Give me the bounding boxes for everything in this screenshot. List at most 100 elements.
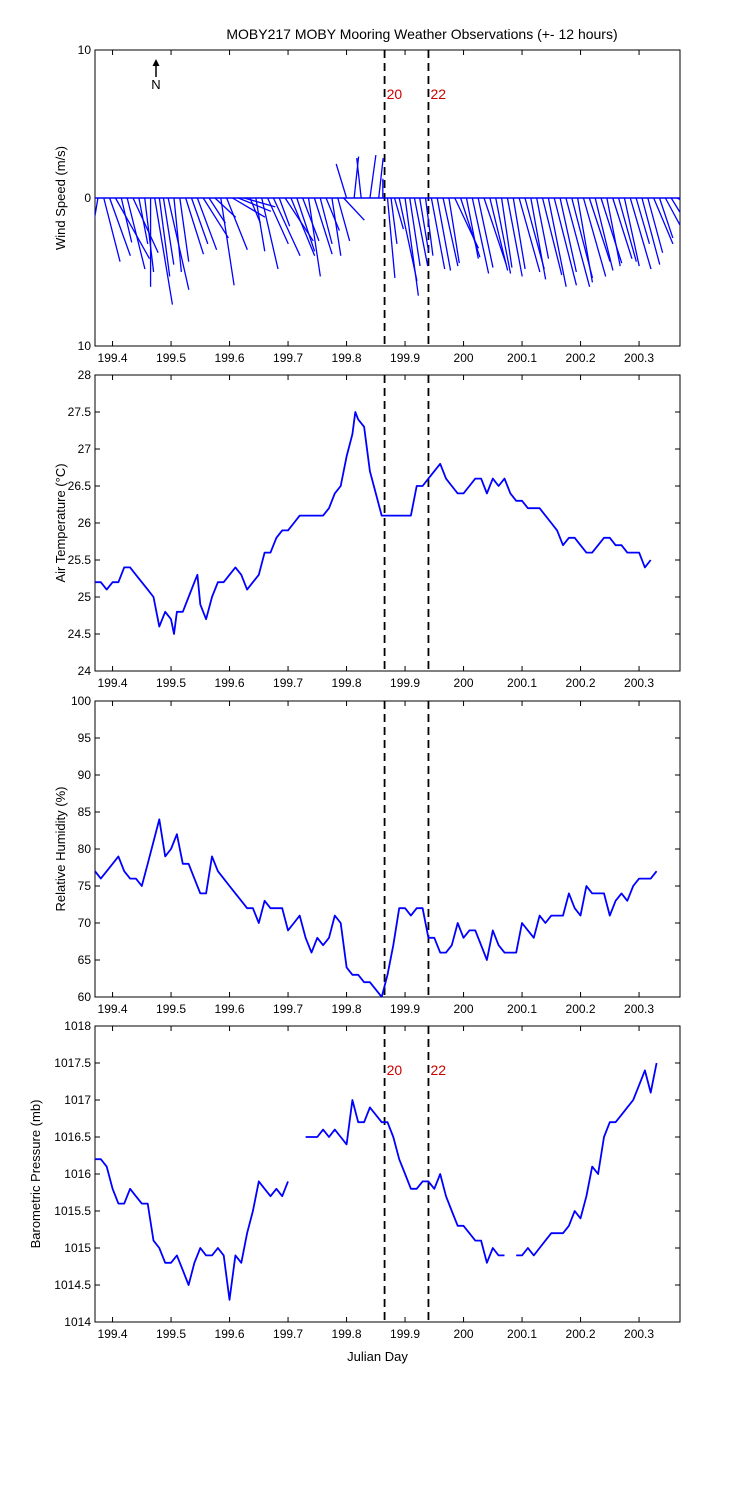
wind-vector [483, 197, 507, 265]
y-tick-label: 1016.5 [54, 1130, 91, 1144]
wind-vector [612, 197, 633, 259]
x-tick-label: 199.9 [390, 1002, 420, 1016]
y-tick-label: 10 [78, 339, 92, 353]
y-tick-label: 75 [78, 879, 92, 893]
wind-vector [404, 197, 420, 296]
y-tick-label: 26 [78, 516, 92, 530]
wind-vector [541, 197, 563, 276]
wind-vector [202, 197, 229, 239]
x-tick-label: 199.7 [273, 1327, 303, 1341]
wind-vector [356, 157, 362, 199]
figure-title: MOBY217 MOBY Mooring Weather Observation… [226, 26, 617, 42]
x-tick-label: 199.4 [98, 1002, 128, 1016]
x-tick-label: 199.5 [156, 676, 186, 690]
x-tick-label: 199.8 [332, 1002, 362, 1016]
x-tick-label: 199.8 [332, 676, 362, 690]
wind-vector [158, 197, 171, 277]
wind-vector [220, 197, 235, 286]
wind-vector [658, 197, 674, 239]
wind-vector [243, 197, 276, 208]
y-tick-label: 0 [84, 191, 91, 205]
y-tick-label: 1018 [64, 1019, 91, 1033]
wind-vector [335, 163, 348, 199]
wind-vector [530, 197, 547, 280]
y-tick-label: 90 [78, 768, 92, 782]
wind-vector [629, 197, 652, 270]
wind-vector [266, 197, 289, 245]
event-marker-label: 22 [430, 86, 446, 102]
north-arrowhead-icon [152, 59, 160, 66]
wind-vector [109, 197, 131, 256]
wind-vector [471, 197, 490, 274]
wind-vector [582, 197, 607, 277]
x-tick-label: 199.4 [98, 1327, 128, 1341]
pressure-ylabel: Barometric Pressure (mb) [28, 1100, 43, 1249]
event-marker-label: 20 [387, 1062, 403, 1078]
y-tick-label: 65 [78, 953, 92, 967]
airtemp-series-line [95, 411, 652, 635]
wind-vector [430, 197, 446, 270]
wind-vector [600, 197, 623, 264]
north-label: N [151, 77, 160, 92]
wind-vector [424, 197, 434, 256]
wind-vector [536, 197, 550, 259]
x-tick-label: 199.4 [98, 676, 128, 690]
wind-vector [325, 197, 340, 231]
y-tick-label: 1014.5 [54, 1278, 91, 1292]
wind-vector [278, 197, 291, 227]
wind-vector [196, 197, 218, 251]
x-tick-label: 200.3 [624, 1002, 654, 1016]
x-tick-label: 199.9 [390, 676, 420, 690]
airtemp-panel: 28 27.5 27 26.5 26 25.5 25 24.5 24 199.4 199.5 199.… [53, 368, 681, 690]
wind-ylabel: Wind Speed (m/s) [53, 146, 68, 250]
x-tick-label: 199.8 [332, 1327, 362, 1341]
y-tick-label: 28 [78, 368, 92, 382]
humidity-plot-area [95, 818, 658, 997]
wind-vector [390, 197, 398, 244]
x-tick-label: 200.3 [624, 676, 654, 690]
y-tick-label: 27.5 [68, 405, 92, 419]
wind-vector [495, 197, 512, 274]
event-marker-label: 20 [387, 86, 403, 102]
wind-vector [114, 197, 151, 259]
y-tick-label: 60 [78, 990, 92, 1004]
x-tick-label: 200.2 [566, 676, 596, 690]
x-tick-label: 199.5 [156, 1327, 186, 1341]
x-tick-label: 199.7 [273, 676, 303, 690]
north-indicator: N [151, 59, 161, 92]
x-tick-label: 200 [454, 676, 474, 690]
x-tick-label: 200.3 [624, 351, 654, 365]
x-tick-label: 199.8 [332, 351, 362, 365]
wind-vector [261, 197, 279, 270]
wind-plot-area [95, 154, 680, 305]
x-tick-label: 199.7 [273, 351, 303, 365]
x-tick-label: 200.1 [507, 1002, 537, 1016]
x-tick-label: 200.2 [566, 1327, 596, 1341]
wind-vector [588, 197, 611, 262]
x-tick-label: 200 [454, 1327, 474, 1341]
pressure-panel: 1018 1017.5 1017 1016.5 1016 1015.5 1015 1014.5… [28, 1019, 681, 1364]
wind-vector [162, 197, 175, 265]
y-tick-label: 70 [78, 916, 92, 930]
wind-vector [296, 197, 316, 252]
wind-vector [103, 197, 121, 262]
wind-vector [664, 197, 680, 227]
wind-vector [641, 197, 661, 265]
wind-vector [138, 197, 149, 245]
wind-vector [670, 197, 680, 214]
x-tick-label: 200.2 [566, 1002, 596, 1016]
wind-vector [635, 197, 651, 245]
wind-vector [477, 197, 494, 268]
wind-vector [576, 197, 594, 283]
wind-vector [623, 197, 640, 267]
y-tick-label: 80 [78, 842, 92, 856]
y-tick-label: 10 [78, 43, 92, 57]
wind-vector [331, 197, 342, 256]
humidity-series-line [95, 818, 658, 997]
wind-vector [409, 197, 421, 267]
wind-vector [290, 197, 316, 256]
wind-vector [442, 197, 459, 267]
y-tick-label: 24.5 [68, 627, 92, 641]
